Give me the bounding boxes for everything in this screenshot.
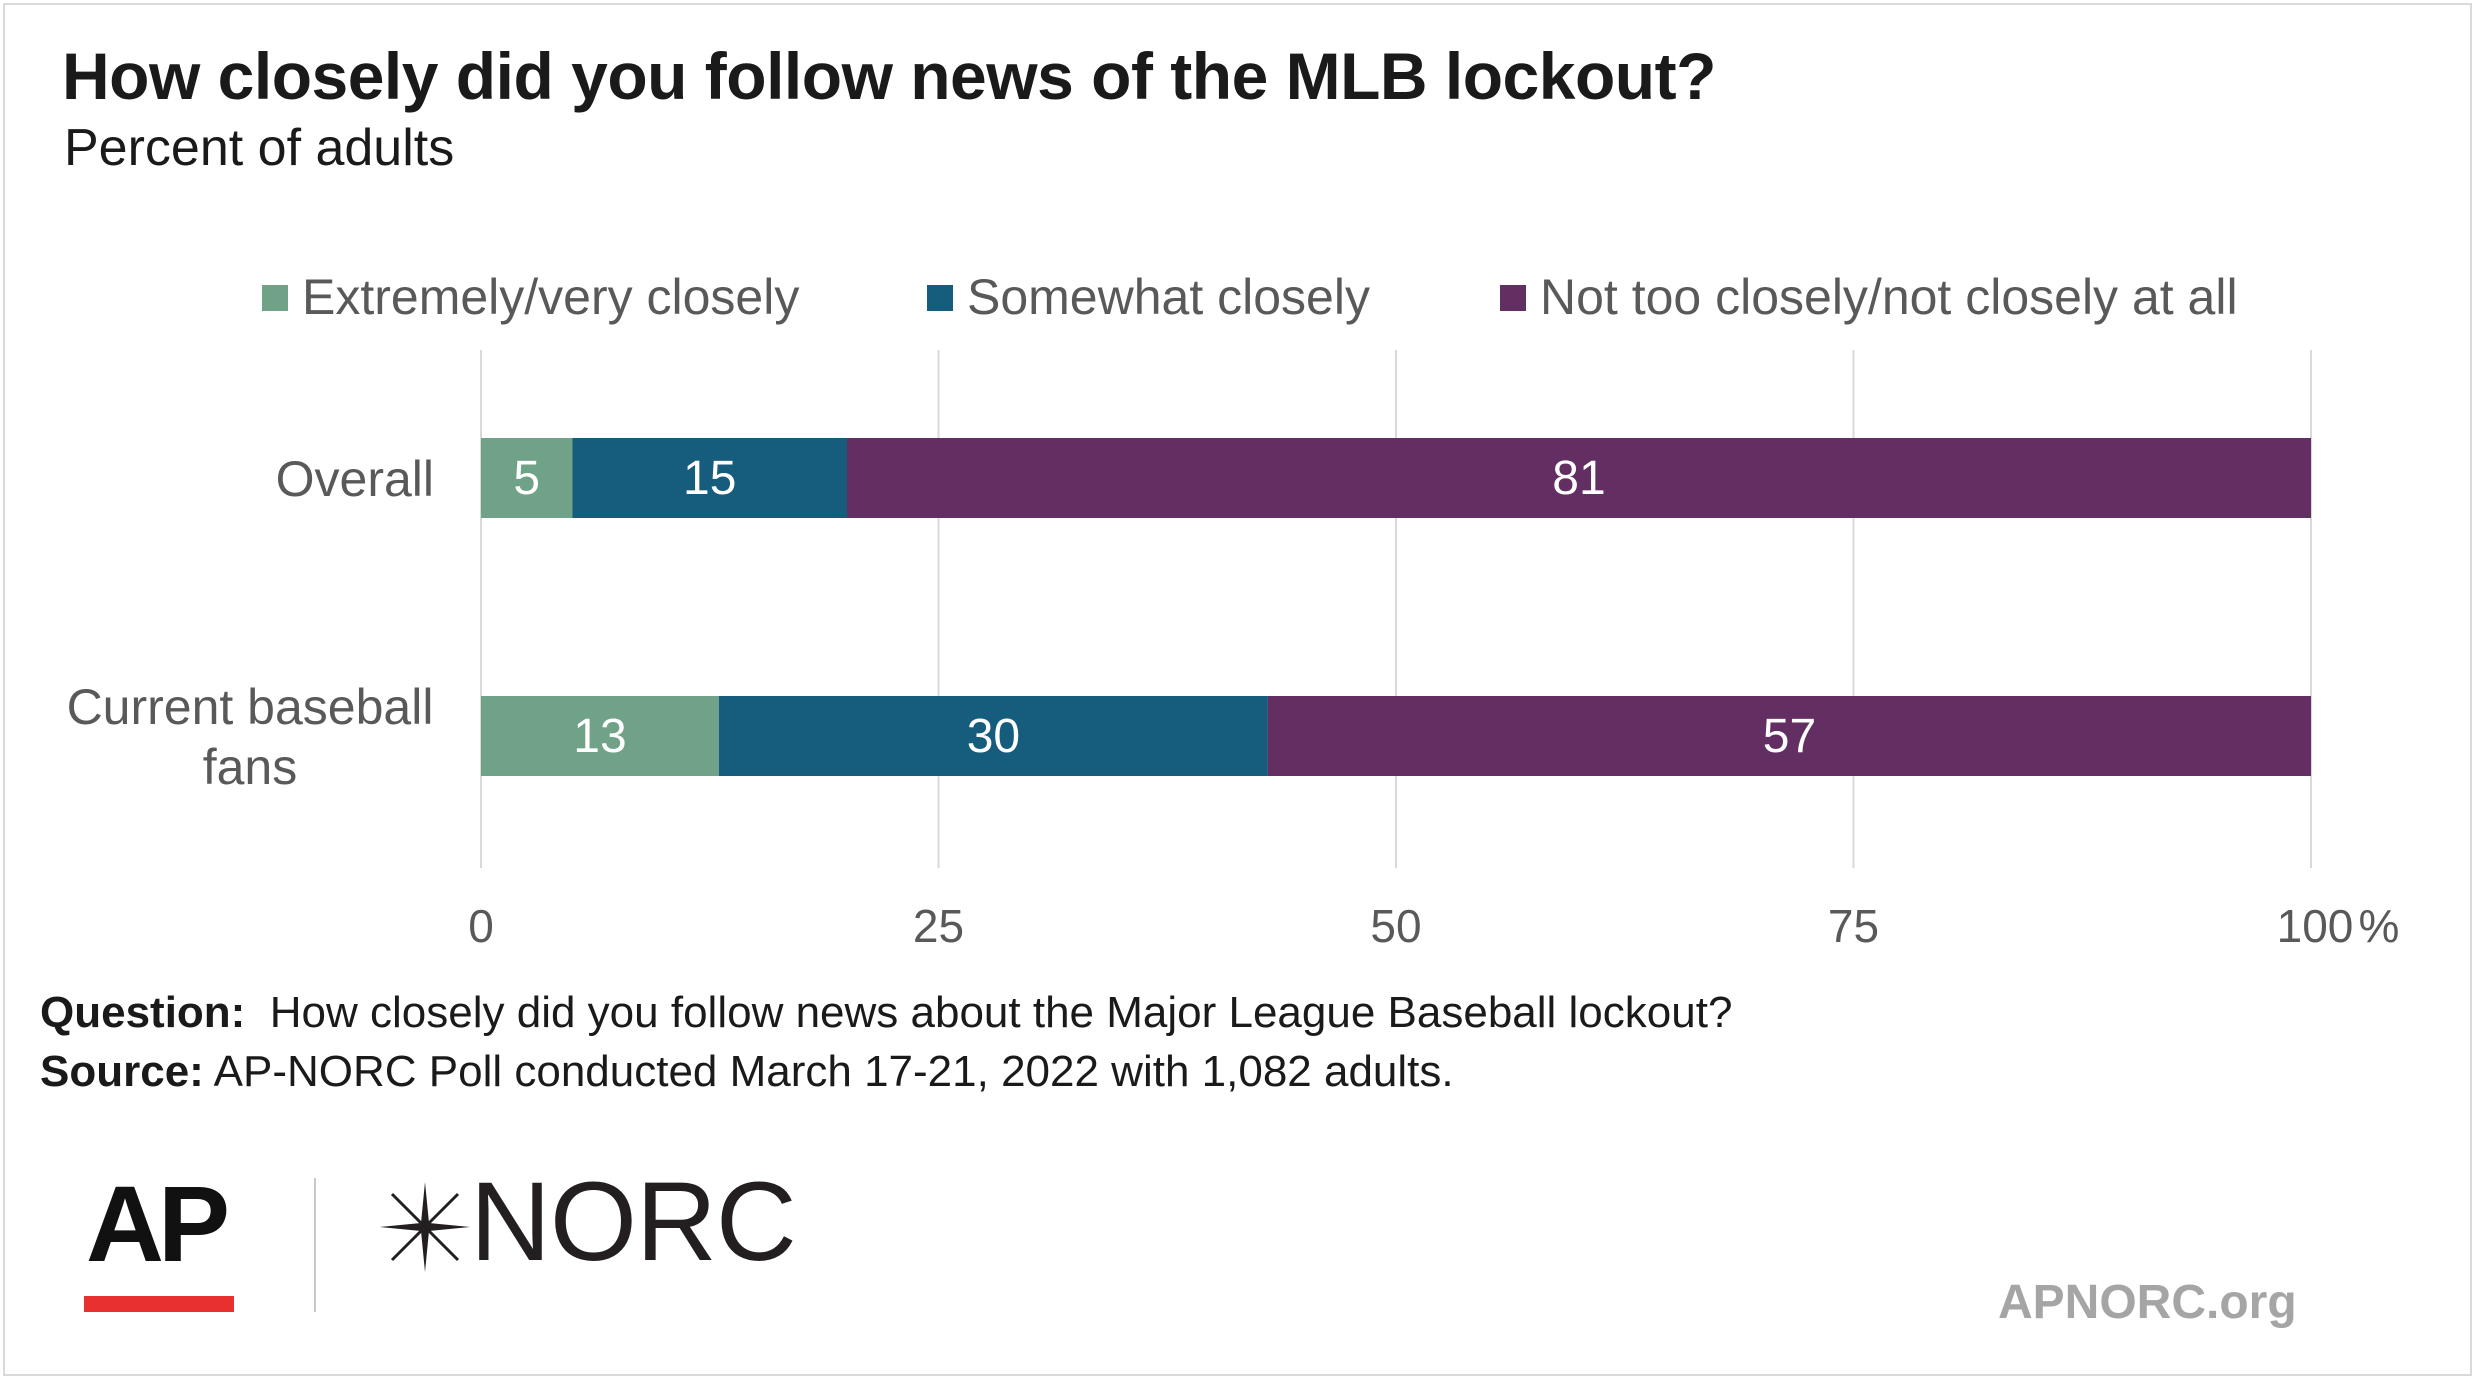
source-note: Source: AP-NORC Poll conducted March 17-… xyxy=(40,1047,1454,1097)
legend-label: Not too closely/not closely at all xyxy=(1540,269,2238,325)
bar-segment xyxy=(572,438,847,518)
question-note: Question: How closely did you follow new… xyxy=(40,988,1732,1038)
bar-segment xyxy=(481,438,573,518)
x-tick-label: 25 xyxy=(913,900,964,952)
category-label: Current baseball xyxy=(67,679,434,735)
bar-segment xyxy=(1267,696,2311,776)
norc-logo: NORC xyxy=(470,1159,797,1284)
logo-divider xyxy=(314,1178,316,1312)
norc-star-icon xyxy=(380,1182,470,1272)
source-label: Source: xyxy=(40,1047,204,1096)
legend-swatch xyxy=(262,285,288,311)
source-text: AP-NORC Poll conducted March 17-21, 2022… xyxy=(213,1047,1454,1096)
legend-swatch xyxy=(1500,285,1526,311)
x-tick-label: 0 xyxy=(468,900,494,952)
ap-logo-red-bar xyxy=(84,1296,234,1312)
data-label: 30 xyxy=(967,710,1020,763)
bar-segment xyxy=(481,696,719,776)
question-text: How closely did you follow news about th… xyxy=(269,988,1733,1037)
legend-label: Somewhat closely xyxy=(967,269,1370,325)
legend-swatch xyxy=(927,285,953,311)
data-label: 5 xyxy=(513,452,540,505)
apnorc-site: APNORC.org xyxy=(1998,1276,2297,1329)
question-label: Question: xyxy=(40,988,246,1037)
data-label: 15 xyxy=(683,452,736,505)
bar-segment xyxy=(847,438,2311,518)
legend-label: Extremely/very closely xyxy=(302,269,799,325)
x-tick-label: 75 xyxy=(1828,900,1879,952)
bar-segment xyxy=(718,696,1268,776)
data-label: 57 xyxy=(1763,710,1816,763)
category-label: Overall xyxy=(276,451,434,507)
x-tick-label: 50 xyxy=(1370,900,1421,952)
chart-subtitle: Percent of adults xyxy=(64,119,455,177)
data-label: 13 xyxy=(573,710,626,763)
chart-title: How closely did you follow news of the M… xyxy=(62,39,1716,113)
x-tick-label: 100 xyxy=(2277,900,2354,952)
stacked-bar-chart: 0 25 50 75 100 % Extremely/very closely Somewha… xyxy=(67,269,2400,952)
ap-logo: AP xyxy=(86,1163,230,1284)
chart-frame xyxy=(3,3,2472,1376)
data-label: 81 xyxy=(1552,452,1605,505)
x-axis-unit: % xyxy=(2359,900,2400,952)
category-label: fans xyxy=(203,739,298,795)
